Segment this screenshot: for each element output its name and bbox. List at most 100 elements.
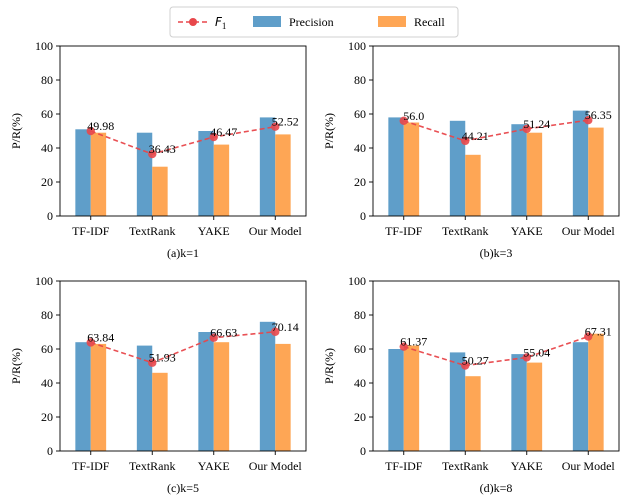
x-tick-label: TF-IDF [385, 224, 423, 238]
panel-3: 0 20 40 60 80 100 TF-IDF TextRank YAKE Our Model P… [9, 274, 307, 495]
x-tick-label: YAKE [511, 459, 543, 473]
bar-precision [75, 129, 91, 216]
bar-recall [465, 154, 481, 216]
x-tick-label: YAKE [198, 459, 230, 473]
f1-value-label: 46.47 [210, 125, 237, 139]
x-tick-label: TF-IDF [72, 224, 110, 238]
legend-f1-text: F1 [215, 15, 226, 31]
y-axis-label: P/R(%) [322, 348, 336, 384]
y-tick-label: 20 [41, 410, 53, 424]
y-tick-label: 40 [41, 376, 53, 390]
bar-recall [403, 345, 420, 451]
axes-frame [372, 45, 620, 217]
legend-precision-swatch [253, 16, 281, 27]
x-tick-label: Our Model [562, 224, 616, 238]
f1-marker [522, 124, 531, 134]
f1-value-label: 36.43 [149, 142, 176, 156]
x-axis-label: (a)k=1 [167, 246, 199, 260]
f1-value-label: 51.24 [523, 117, 550, 131]
y-tick-label: 60 [354, 342, 366, 356]
f1-marker [209, 333, 218, 342]
y-tick-label: 80 [354, 73, 366, 87]
x-tick-label: TextRank [442, 224, 488, 238]
f1-marker [461, 361, 470, 370]
y-tick-label: 40 [41, 141, 53, 155]
axes-frame [59, 45, 307, 217]
f1-line [90, 330, 276, 364]
f1-value-label: 49.98 [87, 119, 114, 133]
f1-value-label: 55.04 [523, 345, 550, 359]
y-tick-label: 100 [35, 39, 53, 53]
f1-marker [148, 149, 157, 159]
y-tick-label: 80 [354, 308, 366, 322]
y-tick-label: 80 [41, 73, 53, 87]
legend-recall-swatch [378, 16, 406, 27]
x-tick-label: TextRank [442, 459, 488, 473]
legend: F1 Precision Recall [169, 6, 459, 38]
bar-precision [388, 349, 404, 451]
bar-precision [449, 352, 466, 451]
chart-panels: 0 20 40 60 80 100 TF-IDF TextRank YAKE Our Model P… [9, 39, 620, 495]
bar-recall [588, 127, 604, 216]
x-tick-label: YAKE [511, 224, 543, 238]
bar-recall [588, 333, 604, 451]
bar-recall [275, 343, 291, 451]
f1-value-label: 50.27 [462, 354, 489, 368]
x-axis-label: (c)k=5 [167, 481, 199, 495]
y-tick-label: 100 [348, 39, 366, 53]
y-tick-label: 60 [354, 107, 366, 121]
bar-precision [259, 321, 276, 451]
y-tick-label: 20 [354, 410, 366, 424]
y-tick-label: 100 [35, 274, 53, 288]
f1-value-label: 66.63 [210, 326, 237, 340]
y-tick-label: 0 [47, 209, 53, 223]
x-tick-label: Our Model [562, 459, 616, 473]
f1-marker [522, 353, 531, 362]
bar-recall [213, 144, 230, 216]
f1-line [403, 335, 589, 367]
y-tick-label: 60 [41, 342, 53, 356]
legend-recall-label: Recall [414, 15, 445, 29]
f1-value-label: 52.52 [272, 115, 299, 129]
f1-value-label: 70.14 [272, 320, 299, 334]
bar-recall [213, 342, 230, 451]
bar-recall [90, 132, 107, 216]
bar-precision [198, 131, 214, 216]
bar-recall [90, 343, 107, 451]
f1-value-label: 67.31 [585, 325, 612, 339]
y-tick-label: 0 [360, 209, 366, 223]
legend-precision-label: Precision [289, 15, 334, 29]
x-tick-label: Our Model [249, 224, 303, 238]
f1-marker [148, 358, 157, 367]
f1-line [403, 119, 589, 142]
bar-precision [449, 120, 466, 216]
bar-recall [526, 362, 543, 451]
f1-marker [461, 136, 470, 146]
bar-precision [75, 342, 91, 451]
f1-marker [399, 342, 408, 351]
bar-recall [152, 372, 168, 451]
bar-recall [275, 134, 291, 216]
y-tick-label: 100 [348, 274, 366, 288]
bar-precision [136, 345, 153, 451]
bar-precision [572, 342, 589, 451]
x-axis-label: (d)k=8 [480, 481, 513, 495]
f1-marker [86, 126, 95, 136]
bar-recall [152, 166, 168, 216]
bar-recall [526, 132, 543, 216]
y-axis-label: P/R(%) [9, 113, 23, 149]
y-tick-label: 40 [354, 141, 366, 155]
axes-frame [59, 280, 307, 452]
f1-marker [271, 122, 280, 131]
bar-precision [259, 117, 276, 216]
x-tick-label: TF-IDF [385, 459, 423, 473]
x-tick-label: TextRank [129, 224, 175, 238]
y-tick-label: 40 [354, 376, 366, 390]
f1-value-label: 56.0 [403, 109, 424, 123]
bar-precision [511, 124, 527, 216]
panel-4: 0 20 40 60 80 100 TF-IDF TextRank YAKE Our Model P… [322, 274, 620, 495]
bar-precision [511, 354, 527, 451]
y-axis-label: P/R(%) [9, 348, 23, 384]
bar-precision [198, 332, 214, 451]
